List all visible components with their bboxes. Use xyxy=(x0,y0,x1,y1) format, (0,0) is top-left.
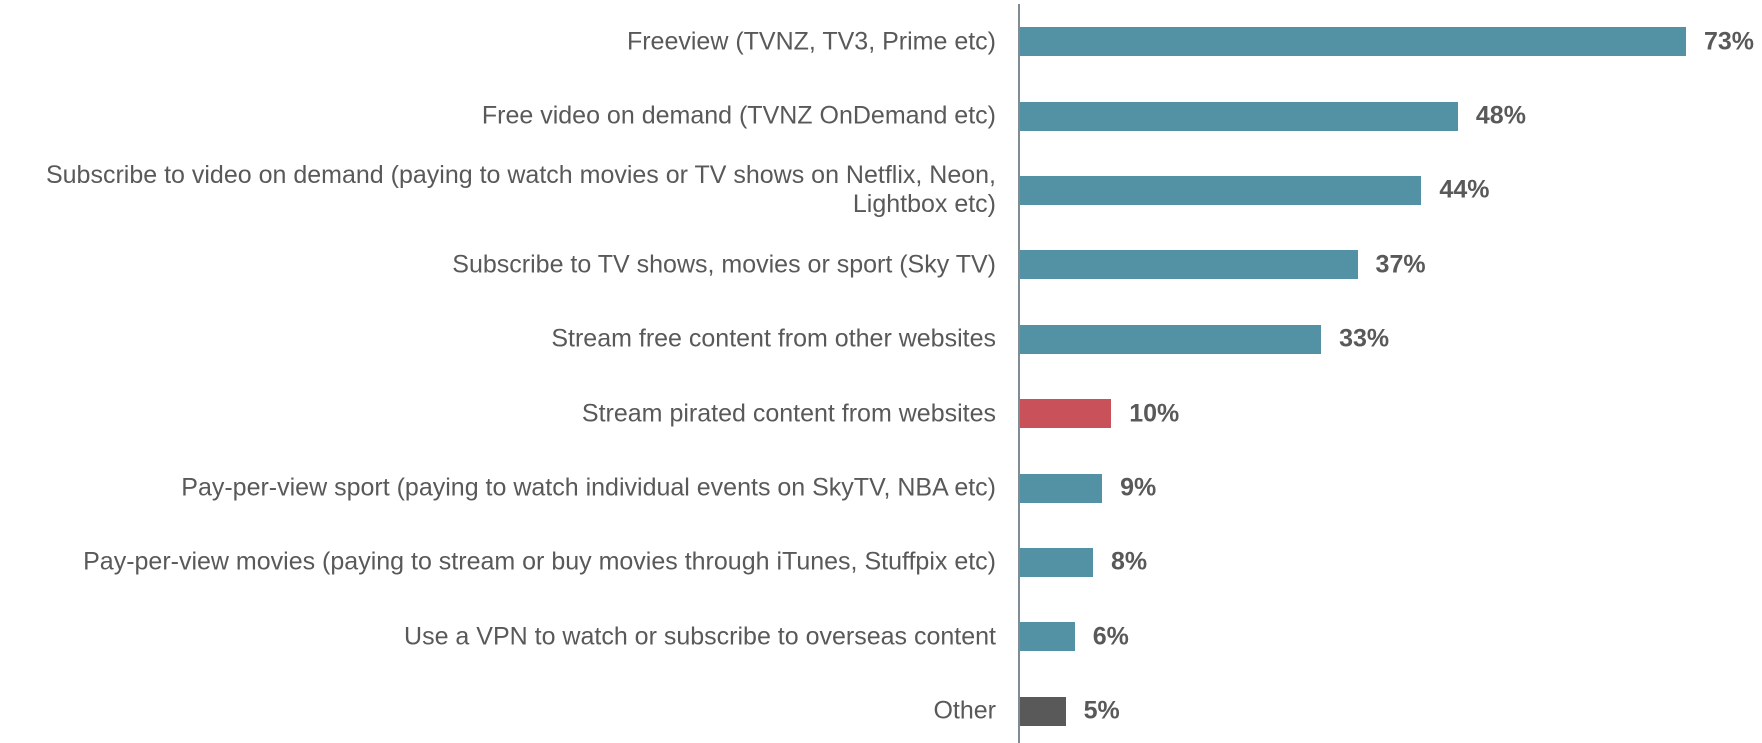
category-label: Other xyxy=(933,696,996,725)
value-label: 9% xyxy=(1120,473,1157,502)
bar xyxy=(1020,696,1066,726)
value-label: 37% xyxy=(1375,250,1426,279)
bar xyxy=(1020,324,1322,354)
value-label: 5% xyxy=(1083,696,1120,725)
axis-line xyxy=(1018,4,1020,743)
category-label: Freeview (TVNZ, TV3, Prime etc) xyxy=(626,27,996,56)
value-label: 6% xyxy=(1092,622,1129,651)
value-label: 10% xyxy=(1129,399,1180,428)
bar xyxy=(1020,622,1075,652)
bar xyxy=(1020,399,1112,429)
category-label: Stream free content from other websites xyxy=(551,324,996,353)
bar xyxy=(1020,547,1093,577)
bar xyxy=(1020,473,1103,503)
value-label: 48% xyxy=(1475,101,1526,130)
category-label: Stream pirated content from websites xyxy=(581,399,996,428)
category-label: Subscribe to video on demand (paying to … xyxy=(45,161,996,219)
bar xyxy=(1020,175,1422,205)
bar xyxy=(1020,250,1358,280)
bar xyxy=(1020,101,1458,131)
category-label: Use a VPN to watch or subscribe to overs… xyxy=(404,622,996,651)
category-label: Pay-per-view movies (paying to stream or… xyxy=(83,547,996,576)
value-label: 44% xyxy=(1439,175,1490,204)
value-label: 73% xyxy=(1704,27,1755,56)
value-label: 8% xyxy=(1110,547,1148,576)
bar xyxy=(1020,27,1686,57)
value-label: 33% xyxy=(1339,324,1390,353)
category-label: Free video on demand (TVNZ OnDemand etc) xyxy=(481,101,996,130)
category-label: Subscribe to TV shows, movies or sport (… xyxy=(452,250,996,279)
category-label: Pay-per-view sport (paying to watch indi… xyxy=(181,473,996,502)
